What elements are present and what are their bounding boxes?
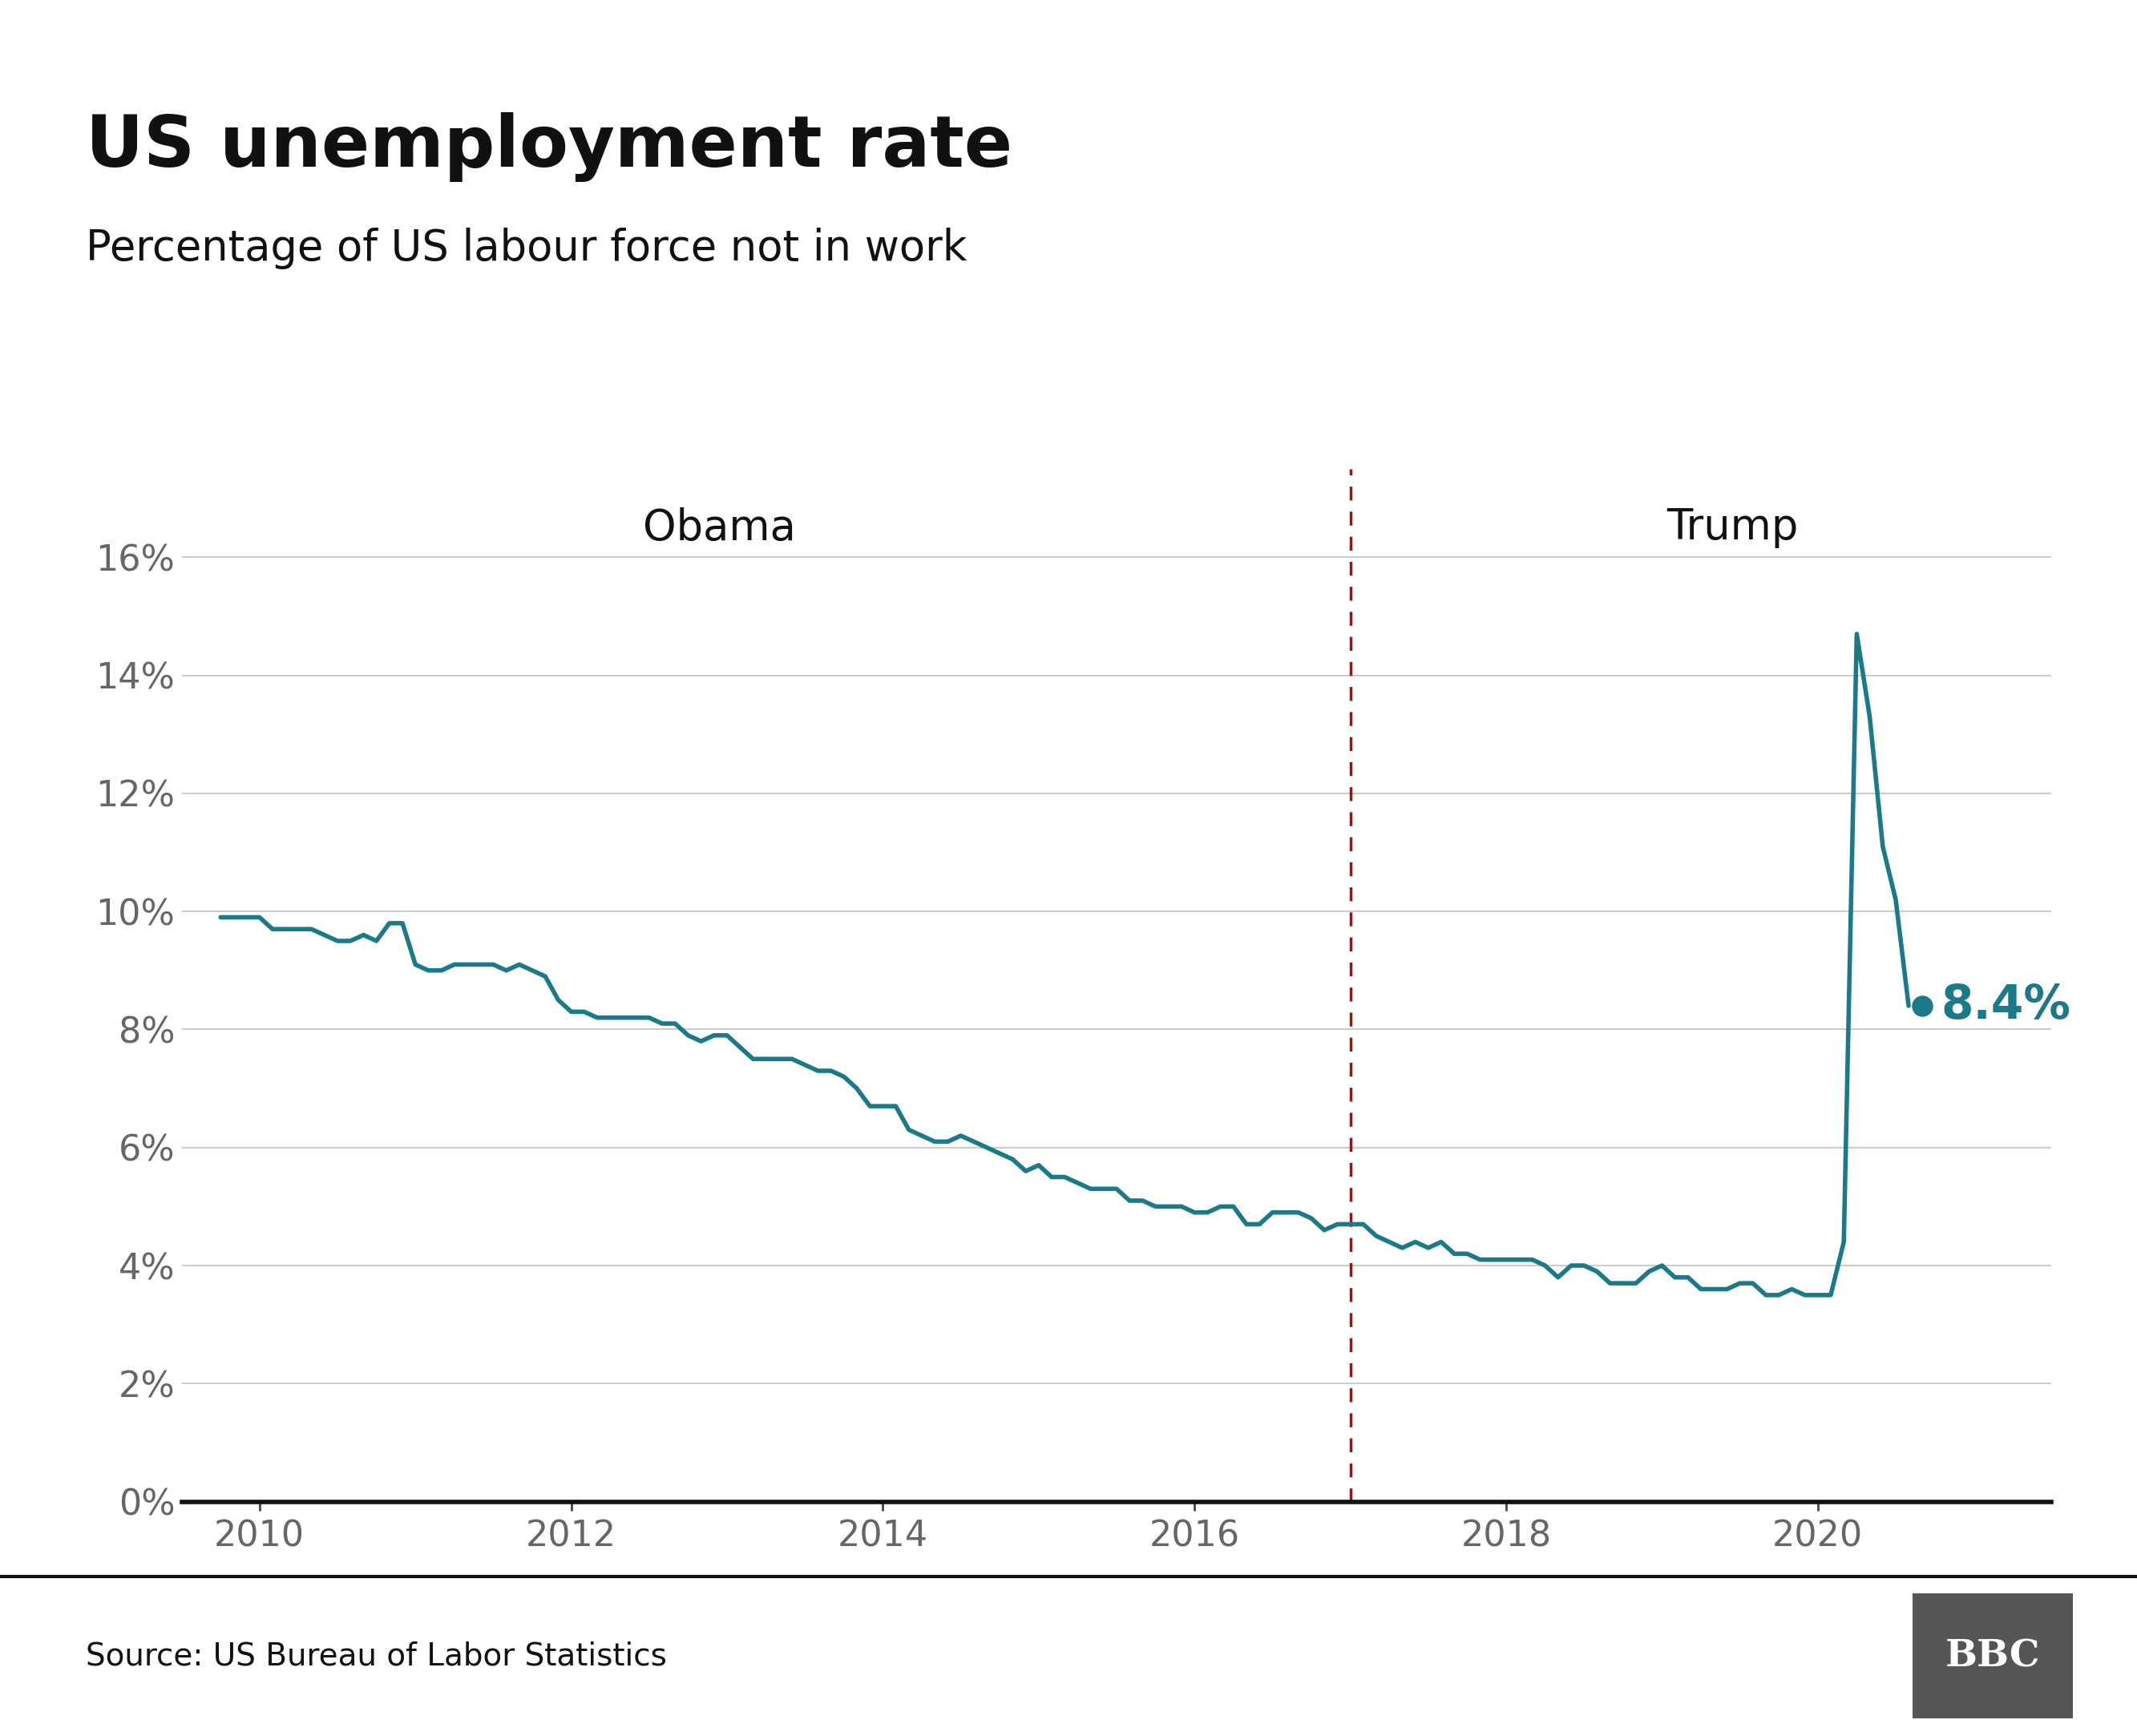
Text: Percentage of US labour force not in work: Percentage of US labour force not in wor… xyxy=(85,227,966,269)
Text: 8.4%: 8.4% xyxy=(1940,983,2071,1029)
Text: US unemployment rate: US unemployment rate xyxy=(85,113,1013,182)
Text: BBC: BBC xyxy=(1945,1637,2041,1675)
Text: Obama: Obama xyxy=(643,507,795,549)
Text: Source: US Bureau of Labor Statistics: Source: US Bureau of Labor Statistics xyxy=(85,1641,667,1672)
Text: Trump: Trump xyxy=(1667,507,1797,549)
